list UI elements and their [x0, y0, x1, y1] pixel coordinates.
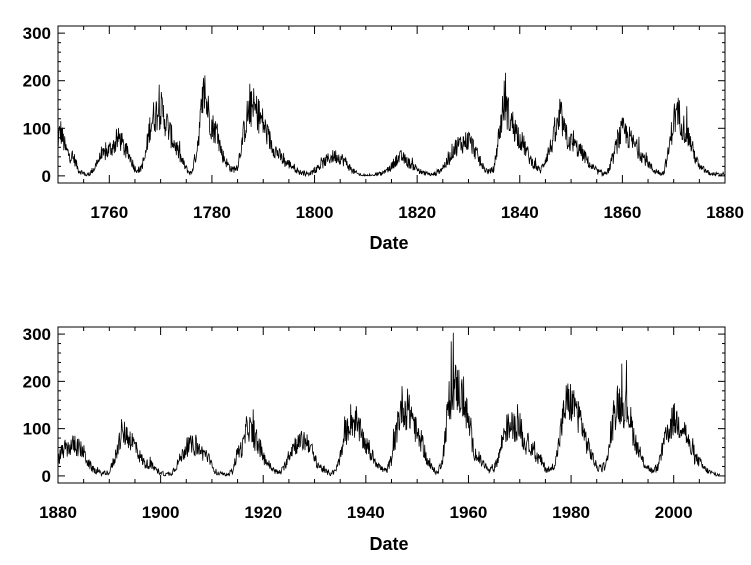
x-tick-label: 1820 — [398, 203, 436, 222]
x-tick-label: 1880 — [706, 203, 744, 222]
y-tick-label: 100 — [23, 119, 51, 138]
x-axis-label: Date — [369, 534, 408, 554]
x-axis-label: Date — [369, 233, 408, 253]
x-tick-label: 1960 — [450, 503, 488, 522]
y-tick-label: 300 — [23, 325, 51, 344]
y-tick-label: 0 — [42, 467, 51, 486]
y-tick-label: 300 — [23, 24, 51, 43]
x-tick-label: 2000 — [655, 503, 693, 522]
x-tick-label: 1800 — [296, 203, 334, 222]
x-tick-label: 1920 — [244, 503, 282, 522]
x-tick-label: 1780 — [193, 203, 231, 222]
sunspot-series-line — [58, 72, 725, 178]
x-tick-label: 1900 — [142, 503, 180, 522]
x-tick-label: 1760 — [90, 203, 128, 222]
y-tick-label: 200 — [23, 72, 51, 91]
x-tick-label: 1840 — [501, 203, 539, 222]
chart-panel-bottom: Date 0 100 200 300 1880 1900 1920 1940 1960 1980 2… — [23, 325, 726, 554]
x-tick-label: 1980 — [552, 503, 590, 522]
sunspot-series-line — [58, 332, 721, 477]
y-tick-label: 0 — [42, 167, 51, 186]
plot-frame — [57, 25, 726, 184]
x-tick-label: 1940 — [347, 503, 385, 522]
y-tick-label: 100 — [23, 420, 51, 439]
x-tick-label: 1860 — [603, 203, 641, 222]
chart-panel-top: Date 0 100 200 300 1760 1780 1800 1820 1840 1860 1… — [23, 24, 744, 253]
x-tick-label: 1880 — [39, 503, 77, 522]
y-tick-label: 200 — [23, 372, 51, 391]
